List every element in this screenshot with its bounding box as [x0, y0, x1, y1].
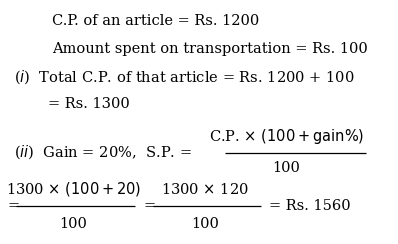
Text: = Rs. 1300: = Rs. 1300: [48, 97, 129, 111]
Text: 100: 100: [191, 217, 219, 231]
Text: ($i$)  Total C.P. of that article = Rs. 1200 + 100: ($i$) Total C.P. of that article = Rs. 1…: [14, 68, 355, 86]
Text: = Rs. 1560: = Rs. 1560: [269, 199, 350, 213]
Text: =: =: [8, 199, 20, 213]
Text: C.P. $\times$ $\left(100 + \mathrm{gain\%}\right)$: C.P. $\times$ $\left(100 + \mathrm{gain\…: [209, 127, 364, 146]
Text: 100: 100: [273, 161, 300, 175]
Text: ($ii$)  Gain = 20%,  S.P. =: ($ii$) Gain = 20%, S.P. =: [14, 144, 192, 161]
Text: 100: 100: [60, 217, 88, 231]
Text: 1300 $\times$ 120: 1300 $\times$ 120: [161, 182, 249, 197]
Text: Amount spent on transportation = Rs. 100: Amount spent on transportation = Rs. 100: [52, 42, 367, 56]
Text: =: =: [143, 199, 155, 213]
Text: 1300 $\times$ $\left(100 + 20\right)$: 1300 $\times$ $\left(100 + 20\right)$: [6, 180, 141, 198]
Text: C.P. of an article = Rs. 1200: C.P. of an article = Rs. 1200: [52, 14, 259, 28]
